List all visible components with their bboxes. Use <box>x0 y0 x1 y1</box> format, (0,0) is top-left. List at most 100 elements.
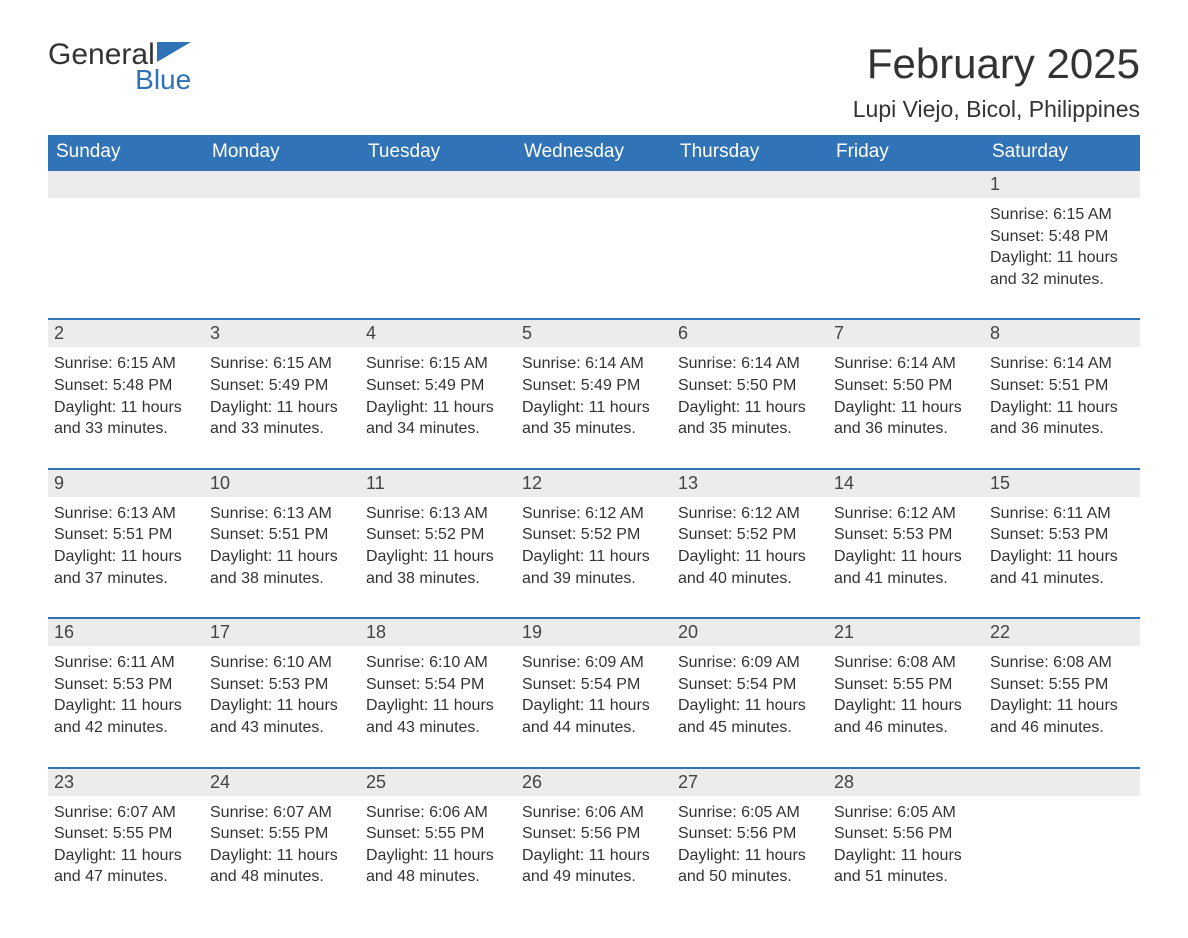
day-number: 7 <box>828 319 984 347</box>
sunrise-text: Sunrise: 6:11 AM <box>990 503 1134 525</box>
dow-header: Sunday <box>48 135 204 170</box>
sunrise-text: Sunrise: 6:08 AM <box>990 652 1134 674</box>
sunset-text: Sunset: 5:55 PM <box>834 674 978 696</box>
daylight-text: Daylight: 11 hours and 49 minutes. <box>522 845 666 888</box>
daylight-text: Daylight: 11 hours and 41 minutes. <box>990 546 1134 589</box>
sunrise-text: Sunrise: 6:13 AM <box>366 503 510 525</box>
day-cell: Sunrise: 6:07 AMSunset: 5:55 PMDaylight:… <box>48 796 204 898</box>
day-number: 23 <box>48 768 204 796</box>
daylight-text: Daylight: 11 hours and 33 minutes. <box>210 397 354 440</box>
day-cell: Sunrise: 6:11 AMSunset: 5:53 PMDaylight:… <box>48 646 204 767</box>
day-cell <box>828 198 984 319</box>
sunset-text: Sunset: 5:53 PM <box>210 674 354 696</box>
daylight-text: Daylight: 11 hours and 41 minutes. <box>834 546 978 589</box>
daynum-row: 9101112131415 <box>48 469 1140 497</box>
day-number <box>48 170 204 198</box>
daylight-text: Daylight: 11 hours and 45 minutes. <box>678 695 822 738</box>
day-cell: Sunrise: 6:13 AMSunset: 5:52 PMDaylight:… <box>360 497 516 618</box>
sunset-text: Sunset: 5:51 PM <box>990 375 1134 397</box>
sunrise-text: Sunrise: 6:15 AM <box>210 353 354 375</box>
day-number <box>984 768 1140 796</box>
daylight-text: Daylight: 11 hours and 33 minutes. <box>54 397 198 440</box>
sunset-text: Sunset: 5:49 PM <box>522 375 666 397</box>
day-number: 12 <box>516 469 672 497</box>
logo: General Blue <box>48 40 191 94</box>
day-cell: Sunrise: 6:13 AMSunset: 5:51 PMDaylight:… <box>48 497 204 618</box>
day-cell: Sunrise: 6:15 AMSunset: 5:49 PMDaylight:… <box>204 347 360 468</box>
day-number: 28 <box>828 768 984 796</box>
sunset-text: Sunset: 5:53 PM <box>990 524 1134 546</box>
daylight-text: Daylight: 11 hours and 46 minutes. <box>834 695 978 738</box>
daylight-text: Daylight: 11 hours and 35 minutes. <box>522 397 666 440</box>
daynum-row: 16171819202122 <box>48 618 1140 646</box>
daynum-row: 1 <box>48 170 1140 198</box>
dow-header: Friday <box>828 135 984 170</box>
sunset-text: Sunset: 5:54 PM <box>366 674 510 696</box>
sunrise-text: Sunrise: 6:06 AM <box>366 802 510 824</box>
day-number: 17 <box>204 618 360 646</box>
daylight-text: Daylight: 11 hours and 38 minutes. <box>210 546 354 589</box>
daylight-text: Daylight: 11 hours and 42 minutes. <box>54 695 198 738</box>
sunset-text: Sunset: 5:56 PM <box>522 823 666 845</box>
dow-header: Saturday <box>984 135 1140 170</box>
page-title: February 2025 <box>853 40 1140 88</box>
day-number: 19 <box>516 618 672 646</box>
sunrise-text: Sunrise: 6:07 AM <box>210 802 354 824</box>
daylight-text: Daylight: 11 hours and 38 minutes. <box>366 546 510 589</box>
day-number: 1 <box>984 170 1140 198</box>
day-number: 22 <box>984 618 1140 646</box>
sunrise-text: Sunrise: 6:05 AM <box>834 802 978 824</box>
location-text: Lupi Viejo, Bicol, Philippines <box>853 96 1140 123</box>
day-number: 27 <box>672 768 828 796</box>
sunrise-text: Sunrise: 6:15 AM <box>990 204 1134 226</box>
dow-header: Tuesday <box>360 135 516 170</box>
daylight-text: Daylight: 11 hours and 39 minutes. <box>522 546 666 589</box>
sunset-text: Sunset: 5:48 PM <box>990 226 1134 248</box>
day-cell <box>672 198 828 319</box>
daylight-text: Daylight: 11 hours and 36 minutes. <box>834 397 978 440</box>
daylight-text: Daylight: 11 hours and 40 minutes. <box>678 546 822 589</box>
sunset-text: Sunset: 5:53 PM <box>834 524 978 546</box>
sunrise-text: Sunrise: 6:15 AM <box>366 353 510 375</box>
day-number: 15 <box>984 469 1140 497</box>
title-block: February 2025 Lupi Viejo, Bicol, Philipp… <box>853 40 1140 123</box>
day-cell: Sunrise: 6:08 AMSunset: 5:55 PMDaylight:… <box>984 646 1140 767</box>
day-number: 2 <box>48 319 204 347</box>
sunrise-text: Sunrise: 6:15 AM <box>54 353 198 375</box>
header: General Blue February 2025 Lupi Viejo, B… <box>48 40 1140 123</box>
day-number: 24 <box>204 768 360 796</box>
day-number: 21 <box>828 618 984 646</box>
sunrise-text: Sunrise: 6:10 AM <box>366 652 510 674</box>
day-cell: Sunrise: 6:12 AMSunset: 5:53 PMDaylight:… <box>828 497 984 618</box>
sunset-text: Sunset: 5:55 PM <box>54 823 198 845</box>
day-cell: Sunrise: 6:10 AMSunset: 5:53 PMDaylight:… <box>204 646 360 767</box>
daylight-text: Daylight: 11 hours and 46 minutes. <box>990 695 1134 738</box>
day-cell: Sunrise: 6:12 AMSunset: 5:52 PMDaylight:… <box>516 497 672 618</box>
sunset-text: Sunset: 5:54 PM <box>678 674 822 696</box>
sunrise-text: Sunrise: 6:13 AM <box>210 503 354 525</box>
sunrise-text: Sunrise: 6:14 AM <box>834 353 978 375</box>
sunset-text: Sunset: 5:55 PM <box>366 823 510 845</box>
sunset-text: Sunset: 5:49 PM <box>210 375 354 397</box>
sunrise-text: Sunrise: 6:06 AM <box>522 802 666 824</box>
calendar-table: Sunday Monday Tuesday Wednesday Thursday… <box>48 135 1140 898</box>
day-cell: Sunrise: 6:13 AMSunset: 5:51 PMDaylight:… <box>204 497 360 618</box>
sunset-text: Sunset: 5:54 PM <box>522 674 666 696</box>
sunset-text: Sunset: 5:56 PM <box>678 823 822 845</box>
day-cell: Sunrise: 6:14 AMSunset: 5:50 PMDaylight:… <box>672 347 828 468</box>
sunset-text: Sunset: 5:55 PM <box>210 823 354 845</box>
sunset-text: Sunset: 5:55 PM <box>990 674 1134 696</box>
day-number: 10 <box>204 469 360 497</box>
day-number: 8 <box>984 319 1140 347</box>
day-cell: Sunrise: 6:10 AMSunset: 5:54 PMDaylight:… <box>360 646 516 767</box>
daylight-text: Daylight: 11 hours and 47 minutes. <box>54 845 198 888</box>
day-cell: Sunrise: 6:05 AMSunset: 5:56 PMDaylight:… <box>828 796 984 898</box>
sunrise-text: Sunrise: 6:10 AM <box>210 652 354 674</box>
sunrise-text: Sunrise: 6:11 AM <box>54 652 198 674</box>
sunset-text: Sunset: 5:48 PM <box>54 375 198 397</box>
sunset-text: Sunset: 5:51 PM <box>210 524 354 546</box>
daylight-text: Daylight: 11 hours and 48 minutes. <box>210 845 354 888</box>
day-number: 4 <box>360 319 516 347</box>
sunset-text: Sunset: 5:52 PM <box>366 524 510 546</box>
dow-header: Wednesday <box>516 135 672 170</box>
